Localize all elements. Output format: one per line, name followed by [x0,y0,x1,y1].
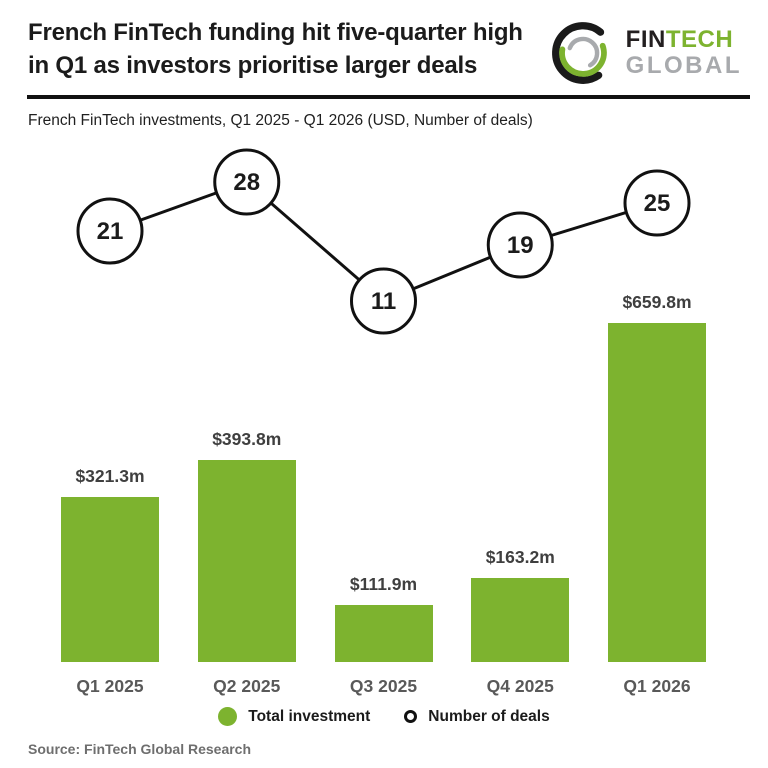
logo-fintech-text: FINTECH [626,27,742,53]
title-line-1: French FinTech funding hit five-quarter … [28,19,523,46]
deals-count-label: 19 [507,232,534,259]
investment-bar [61,497,159,662]
x-axis-label: Q4 2025 [486,676,554,696]
page-title: French FinTech funding hit five-quarter … [28,16,548,82]
deals-marker [350,267,417,335]
deals-line-segment [245,180,385,303]
logo-fin: FIN [625,26,666,53]
logo-global-text: GLOBAL [625,52,742,79]
investment-bar [197,460,296,662]
bar-value-label: $659.8m [622,292,692,312]
logo-tech: TECH [665,26,734,53]
bar-value-label: $321.3m [75,466,145,486]
header-divider [27,95,750,99]
chart-subtitle: French FinTech investments, Q1 2025 - Q1… [28,112,533,129]
deals-marker [76,197,144,265]
deals-count-label: 28 [233,169,260,196]
deals-line-segment [382,243,521,303]
x-axis-label: Q1 2026 [623,676,691,696]
deals-count-label: 21 [97,218,124,245]
deals-marker [213,148,281,216]
filled-circle-icon [218,707,238,726]
deals-line-segment [519,201,658,247]
deals-marker [623,169,691,237]
legend-label: Number of deals [428,707,550,725]
x-axis-label: Q2 2025 [213,676,281,696]
bar-value-label: $393.8m [212,429,282,449]
x-axis-label: Q1 2025 [76,676,144,696]
legend-item-number-of-deals: Number of deals [404,707,550,726]
investment-bar [334,605,433,662]
deals-count-label: 11 [371,288,396,315]
title-line-2: in Q1 as investors prioritise larger dea… [28,52,478,79]
fintech-global-logo: FINTECH GLOBAL [544,16,742,90]
deals-line-segment [109,180,248,233]
fintech-global-swirl-icon [544,16,622,90]
investment-bar [471,578,570,662]
outlined-circle-icon [404,710,418,723]
logo-wordmark: FINTECH GLOBAL [626,27,742,79]
bar-value-label: $111.9m [349,574,418,594]
deals-count-label: 25 [644,190,671,217]
chart-legend: Total investment Number of deals [0,707,768,726]
legend-label: Total investment [248,707,371,725]
investment-bar [608,323,706,662]
x-axis-label: Q3 2025 [349,676,418,696]
source-attribution: Source: FinTech Global Research [28,741,252,757]
deals-marker [486,211,554,279]
bar-value-label: $163.2m [485,547,555,567]
legend-item-total-investment: Total investment [218,707,370,726]
